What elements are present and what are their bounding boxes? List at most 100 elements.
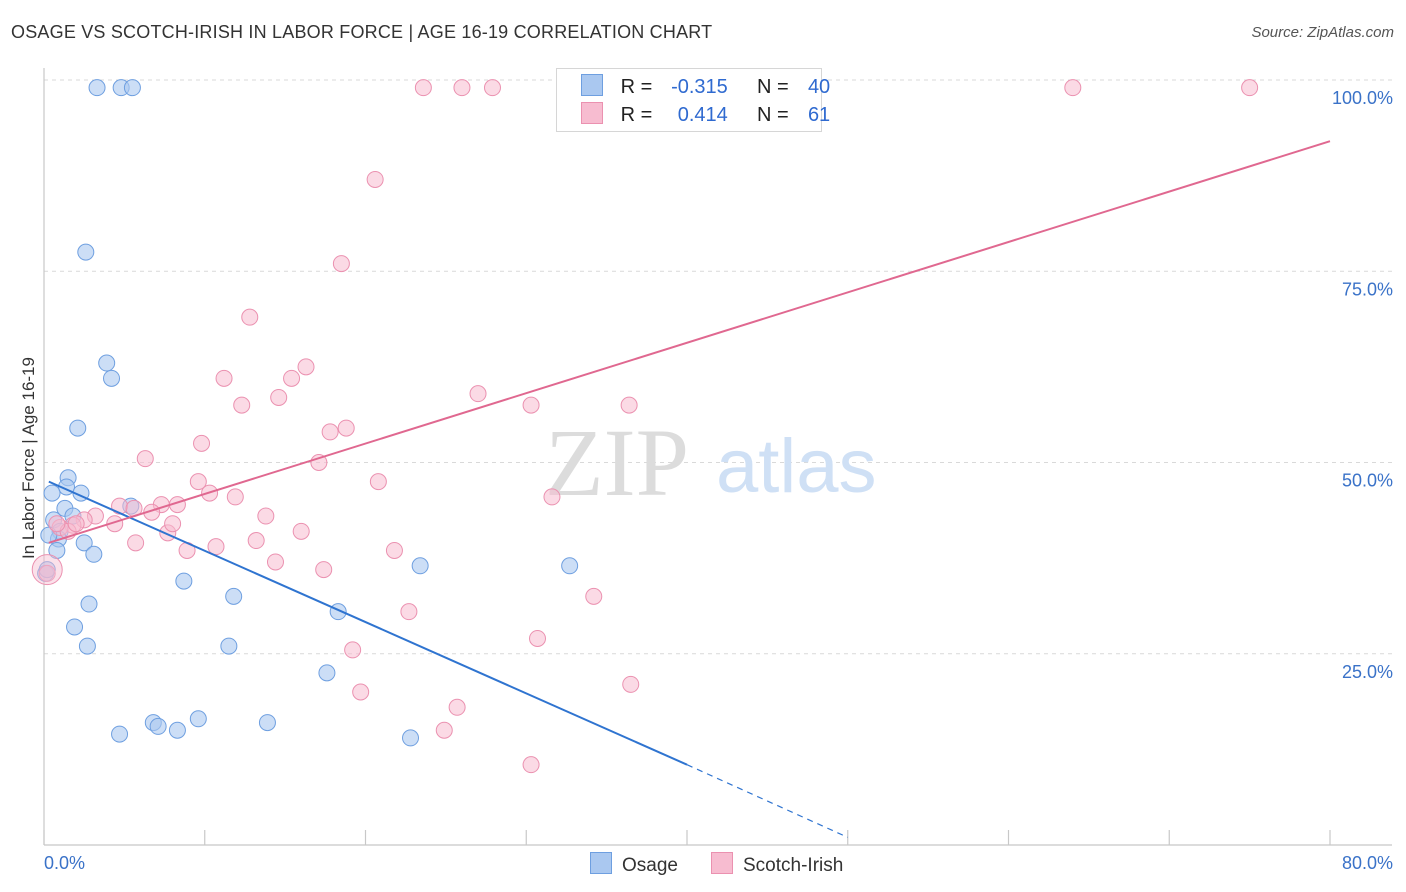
osage-point xyxy=(168,721,186,739)
scotch-irish-point xyxy=(1064,79,1082,97)
bottom-legend-osage: Osage xyxy=(590,852,678,877)
osage-n-value: 40 xyxy=(807,76,831,98)
osage-point xyxy=(402,729,420,747)
osage-point xyxy=(111,725,129,743)
scotch-irish-point xyxy=(435,721,453,739)
legend-row-scotch-irish: R = 0.414 N = 61 xyxy=(581,102,830,130)
osage-trend-extension xyxy=(686,764,848,838)
y-tick-label: 25.0% xyxy=(1342,662,1393,682)
scotch-irish-point xyxy=(270,388,288,406)
osage-point xyxy=(123,79,141,97)
scotch-irish-point xyxy=(1241,79,1259,97)
scotch-irish-point xyxy=(483,79,501,97)
scotch-irish-point xyxy=(67,515,85,533)
osage-point xyxy=(318,664,336,682)
x-tick-label-min: 0.0% xyxy=(44,853,85,873)
scotch-irish-point xyxy=(226,488,244,506)
y-tick-label: 50.0% xyxy=(1342,471,1393,491)
scotch-irish-point xyxy=(189,473,207,491)
y-axis-title: In Labor Force | Age 16-19 xyxy=(19,357,38,559)
scotch-irish-point xyxy=(283,369,301,387)
scotch-irish-point xyxy=(164,515,182,533)
axis-labels: 25.0% 50.0% 75.0% 100.0% 0.0% 80.0% In Labor F… xyxy=(19,88,1393,873)
scotch-irish-point xyxy=(247,532,265,550)
source-credit: Source: ZipAtlas.com xyxy=(1251,24,1394,41)
scotch-irish-point xyxy=(111,497,129,515)
scotch-irish-point xyxy=(38,564,56,582)
osage-point xyxy=(43,484,61,502)
watermark-atlas: atlas xyxy=(716,424,877,509)
scotch-irish-point xyxy=(622,675,640,693)
osage-point xyxy=(175,572,193,590)
scotch-irish-point xyxy=(369,473,387,491)
y-tick-label: 75.0% xyxy=(1342,279,1393,299)
scotch-irish-point xyxy=(522,756,540,774)
scotch-irish-point xyxy=(215,369,233,387)
osage-point xyxy=(103,369,121,387)
osage-point xyxy=(66,618,84,636)
watermark-zip: ZIP xyxy=(545,409,689,516)
scotch-irish-point xyxy=(344,641,362,659)
x-tick-label-max: 80.0% xyxy=(1342,853,1393,873)
osage-point xyxy=(78,637,96,655)
scotch-irish-point xyxy=(315,561,333,579)
osage-point xyxy=(80,595,98,613)
scotch-n-label: N = xyxy=(756,104,789,126)
osage-point xyxy=(561,557,579,575)
scotch-irish-point xyxy=(352,683,370,701)
osage-point xyxy=(220,637,238,655)
scotch-irish-point xyxy=(620,396,638,414)
osage-point xyxy=(88,79,106,97)
scotch-irish-point xyxy=(233,396,251,414)
scotch-irish-point xyxy=(366,170,384,188)
osage-trend-line xyxy=(48,480,688,766)
scotch-irish-point xyxy=(207,538,225,556)
scotch-irish-point xyxy=(448,698,466,716)
bottom-legend-scotch-irish: Scotch-Irish xyxy=(711,852,843,877)
scotch-irish-point xyxy=(321,423,339,441)
bottom-scotch-label: Scotch-Irish xyxy=(743,855,844,876)
scotch-irish-point xyxy=(385,541,403,559)
osage-point xyxy=(411,557,429,575)
osage-point xyxy=(98,354,116,372)
scotch-irish-point xyxy=(337,419,355,437)
scotch-irish-trend-line xyxy=(48,140,1331,544)
scotch-irish-point xyxy=(543,488,561,506)
correlation-legend: R = -0.315 N = 40 R = 0.414 N = 61 xyxy=(556,68,830,132)
scotch-irish-point xyxy=(292,522,310,540)
osage-point xyxy=(225,587,243,605)
scotch-irish-swatch xyxy=(581,102,603,124)
osage-point xyxy=(77,243,95,261)
scotch-irish-point xyxy=(241,308,259,326)
scotch-irish-point xyxy=(127,534,145,552)
scotch-irish-point xyxy=(297,358,315,376)
scotch-irish-point xyxy=(469,385,487,403)
osage-swatch xyxy=(581,74,603,96)
scotch-r-value: 0.414 xyxy=(677,104,728,126)
scotch-irish-point xyxy=(257,507,275,525)
osage-n-label: N = xyxy=(756,76,789,98)
scotch-irish-point xyxy=(453,79,471,97)
osage-r-label: R = xyxy=(620,76,653,98)
trend-lines xyxy=(48,140,1331,838)
scotch-irish-point xyxy=(522,396,540,414)
axes xyxy=(43,68,1392,846)
osage-point xyxy=(258,714,276,732)
bottom-scotch-swatch xyxy=(711,852,733,874)
scotch-irish-points xyxy=(31,79,1259,774)
y-tick-label: 100.0% xyxy=(1332,88,1393,108)
scotch-n-value: 61 xyxy=(807,104,831,126)
osage-points xyxy=(37,79,579,747)
scotch-irish-point xyxy=(585,587,603,605)
scotch-irish-point xyxy=(332,255,350,273)
osage-point xyxy=(75,534,93,552)
scotch-irish-point xyxy=(48,515,66,533)
scotch-irish-point xyxy=(529,629,547,647)
grid-lines xyxy=(44,79,1392,655)
osage-point xyxy=(189,710,207,728)
legend-row-osage: R = -0.315 N = 40 xyxy=(581,74,830,102)
osage-point xyxy=(69,419,87,437)
osage-point xyxy=(85,545,103,563)
bottom-osage-swatch xyxy=(590,852,612,874)
